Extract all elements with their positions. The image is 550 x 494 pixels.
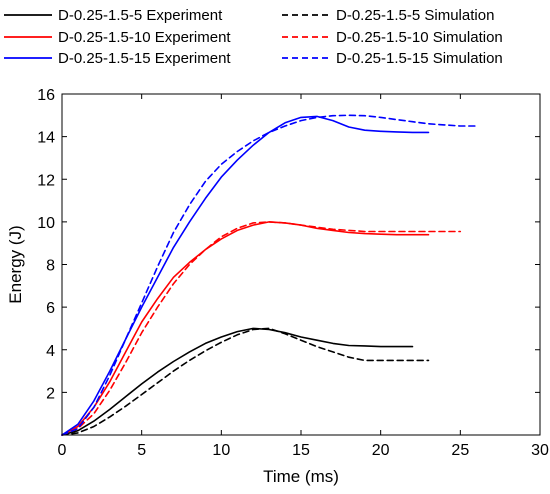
y-axis: 2 4 6 8 10 12 14 16 xyxy=(37,87,540,402)
plot-frame xyxy=(61,93,541,436)
x-tick-label: 15 xyxy=(292,442,310,459)
x-axis: 0 5 10 15 20 25 30 xyxy=(58,94,549,459)
y-tick-label: 2 xyxy=(46,385,55,402)
y-tick-label: 12 xyxy=(37,172,55,189)
y-tick-label: 14 xyxy=(37,130,55,147)
series-line-4 xyxy=(61,115,430,436)
x-axis-title: Time (ms) xyxy=(263,467,339,486)
legend-entry-5: D-0.25-1.5-15 Simulation xyxy=(336,50,503,67)
series-line-1 xyxy=(61,327,430,436)
legend-entry-3: D-0.25-1.5-10 Simulation xyxy=(336,29,503,46)
series-line-0 xyxy=(61,327,414,436)
legend: D-0.25-1.5-5 Experiment D-0.25-1.5-5 Simu… xyxy=(4,7,503,67)
x-tick-label: 20 xyxy=(372,442,390,459)
x-tick-label: 5 xyxy=(137,442,146,459)
y-tick-label: 4 xyxy=(46,343,55,360)
x-tick-label: 25 xyxy=(451,442,469,459)
x-tick-label: 0 xyxy=(58,442,67,459)
legend-entry-4: D-0.25-1.5-15 Experiment xyxy=(58,50,231,67)
x-tick-label: 10 xyxy=(212,442,230,459)
series-line-2 xyxy=(61,221,430,436)
y-tick-label: 16 xyxy=(37,87,55,104)
x-tick-label: 30 xyxy=(531,442,549,459)
y-tick-label: 6 xyxy=(46,300,55,317)
series-line-5 xyxy=(61,114,478,436)
legend-entry-2: D-0.25-1.5-10 Experiment xyxy=(58,29,231,46)
legend-entry-0: D-0.25-1.5-5 Experiment xyxy=(58,7,223,24)
y-tick-label: 10 xyxy=(37,215,55,232)
series-line-3 xyxy=(61,221,462,436)
plot-lines xyxy=(61,114,478,436)
legend-entry-1: D-0.25-1.5-5 Simulation xyxy=(336,7,494,24)
y-tick-label: 8 xyxy=(46,258,55,275)
y-axis-title: Energy (J) xyxy=(6,225,25,303)
